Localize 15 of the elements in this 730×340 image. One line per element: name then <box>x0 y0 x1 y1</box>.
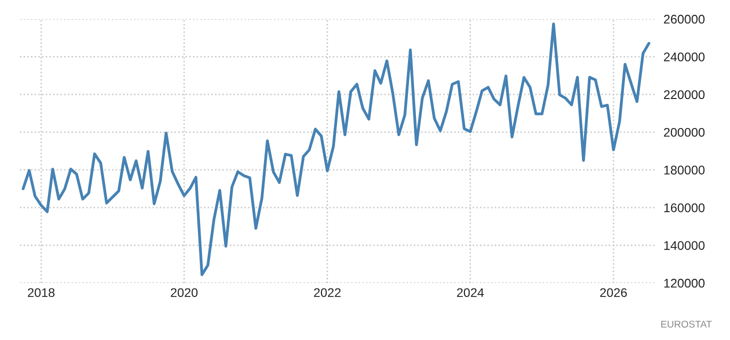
text: EUROSTAT <box>661 320 712 328</box>
x-tick-label: 2024 <box>457 288 484 298</box>
x-tick-label: 2018 <box>28 288 55 298</box>
x-tick-label: 2020 <box>170 288 198 298</box>
x-tick-label: 2026 <box>600 288 627 298</box>
y-tick-label: 220000 <box>664 90 705 100</box>
y-tick-label: 160000 <box>664 203 705 212</box>
line-series <box>22 22 650 276</box>
y-tick-label: 180000 <box>664 166 705 175</box>
y-tick-label: 120000 <box>664 278 705 288</box>
y-tick-label: 240000 <box>664 52 705 62</box>
y-tick-label: 260000 <box>664 14 705 24</box>
y-tick-label: 200000 <box>664 128 705 137</box>
x-tick-label: 2022 <box>314 288 341 298</box>
y-tick-label: 140000 <box>664 241 705 250</box>
